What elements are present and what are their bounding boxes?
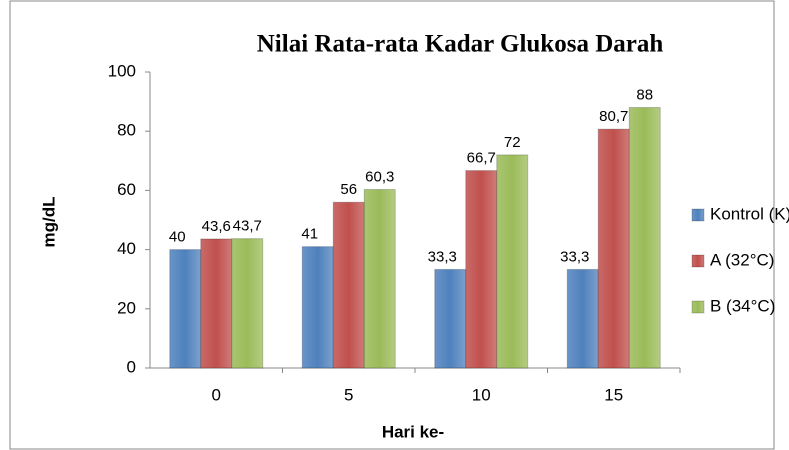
y-tick-label: 20 xyxy=(117,298,136,317)
value-label: 40 xyxy=(169,229,186,246)
value-label: 72 xyxy=(504,134,521,151)
y-tick-label: 40 xyxy=(117,239,136,258)
value-label: 33,3 xyxy=(428,248,457,265)
bar xyxy=(363,189,396,369)
x-tick-label: 10 xyxy=(472,385,491,404)
value-label: 41 xyxy=(301,226,318,243)
value-label: 66,7 xyxy=(467,150,496,167)
bar xyxy=(566,268,599,369)
y-tick-label: 100 xyxy=(108,61,136,80)
value-label: 43,6 xyxy=(202,218,231,235)
chart-title: Nilai Rata-rata Kadar Glukosa Darah xyxy=(257,31,664,58)
bar xyxy=(200,238,233,369)
x-tick-label: 5 xyxy=(344,385,353,404)
x-tick-label: 15 xyxy=(604,385,623,404)
bar xyxy=(434,268,467,369)
legend-label: Kontrol (K) xyxy=(710,204,789,223)
y-tick-label: 0 xyxy=(127,357,136,376)
bar xyxy=(231,238,264,369)
legend-swatch xyxy=(691,254,705,268)
bar xyxy=(332,201,365,369)
bar xyxy=(169,249,202,369)
x-axis-label: Hari ke- xyxy=(382,422,444,441)
bar xyxy=(301,246,334,369)
bar xyxy=(628,107,661,369)
legend-swatch xyxy=(691,300,705,314)
y-tick-label: 80 xyxy=(117,121,136,140)
legend-swatch xyxy=(691,208,705,222)
bar xyxy=(496,154,529,369)
legend-label: B (34°C) xyxy=(710,296,775,315)
legend-label: A (32°C) xyxy=(710,250,774,269)
value-label: 60,3 xyxy=(365,168,394,185)
y-axis-label: mg/dL xyxy=(39,197,58,248)
value-label: 88 xyxy=(636,86,653,103)
value-label: 80,7 xyxy=(599,108,628,125)
x-tick-label: 0 xyxy=(212,385,221,404)
value-label: 43,7 xyxy=(233,218,262,235)
y-tick-label: 60 xyxy=(117,180,136,199)
bar xyxy=(465,170,498,369)
value-label: 56 xyxy=(340,181,357,198)
bar xyxy=(597,128,630,369)
value-label: 33,3 xyxy=(560,248,589,265)
